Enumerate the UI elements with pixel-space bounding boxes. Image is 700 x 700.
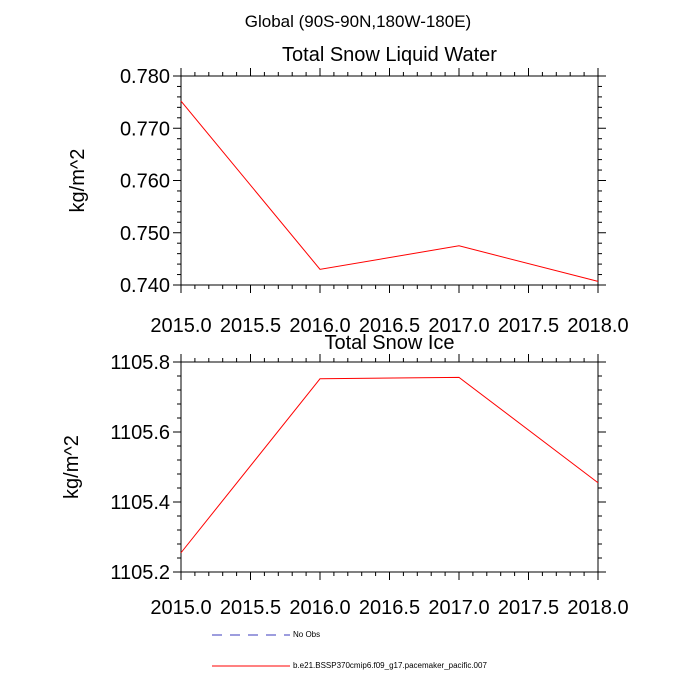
- y-axis-label: kg/m^2: [61, 435, 83, 499]
- x-tick-label: 2015.5: [220, 315, 281, 337]
- x-tick-label: 2015.5: [220, 597, 281, 619]
- y-tick-label: 0.770: [120, 118, 170, 140]
- legend: No Obs b.e21.BSSP370cmip6.f09_g17.pacema…: [212, 630, 487, 670]
- x-tick-label: 2017.5: [498, 315, 559, 337]
- y-axis-label: kg/m^2: [67, 149, 89, 213]
- y-tick-label: 1105.8: [110, 352, 170, 374]
- x-tick-label: 2017.5: [498, 597, 559, 619]
- y-tick-label: 1105.6: [110, 422, 170, 444]
- y-tick-label: 0.760: [120, 171, 170, 193]
- x-tick-label: 2015.0: [150, 315, 211, 337]
- x-tick-label: 2015.0: [150, 597, 211, 619]
- series-line: [180, 100, 599, 282]
- panel-title: Total Snow Ice: [324, 332, 454, 354]
- panel-snow-liquid-water: Total Snow Liquid Water kg/m^2 0.740 0.750 0…: [67, 44, 629, 337]
- legend-label-model: b.e21.BSSP370cmip6.f09_g17.pacemaker_pac…: [293, 661, 487, 670]
- x-tick-label: 2017.0: [428, 315, 489, 337]
- y-tick-label: 0.740: [120, 275, 170, 297]
- legend-label-no-obs: No Obs: [293, 630, 320, 639]
- series-line: [180, 376, 599, 554]
- y-tick-label: 0.780: [120, 66, 170, 88]
- x-tick-label: 2017.0: [428, 597, 489, 619]
- x-tick-label: 2016.0: [289, 315, 350, 337]
- panel-snow-ice: Total Snow Ice kg/m^2 1105.2 1105.4 1105.6 11…: [61, 332, 629, 619]
- y-tick-label: 1105.2: [110, 562, 170, 584]
- y-tick-label: 1105.4: [110, 492, 170, 514]
- x-tick-label: 2016.5: [359, 597, 420, 619]
- panel-title: Total Snow Liquid Water: [282, 44, 497, 66]
- figure-title: Global (90S-90N,180W-180E): [245, 12, 471, 31]
- plot-frame: [180, 361, 599, 573]
- x-tick-label: 2016.5: [359, 315, 420, 337]
- x-tick-label: 2018.0: [567, 597, 628, 619]
- y-tick-label: 0.750: [120, 223, 170, 245]
- plot-frame: [180, 75, 599, 286]
- x-tick-label: 2018.0: [567, 315, 628, 337]
- x-tick-label: 2016.0: [289, 597, 350, 619]
